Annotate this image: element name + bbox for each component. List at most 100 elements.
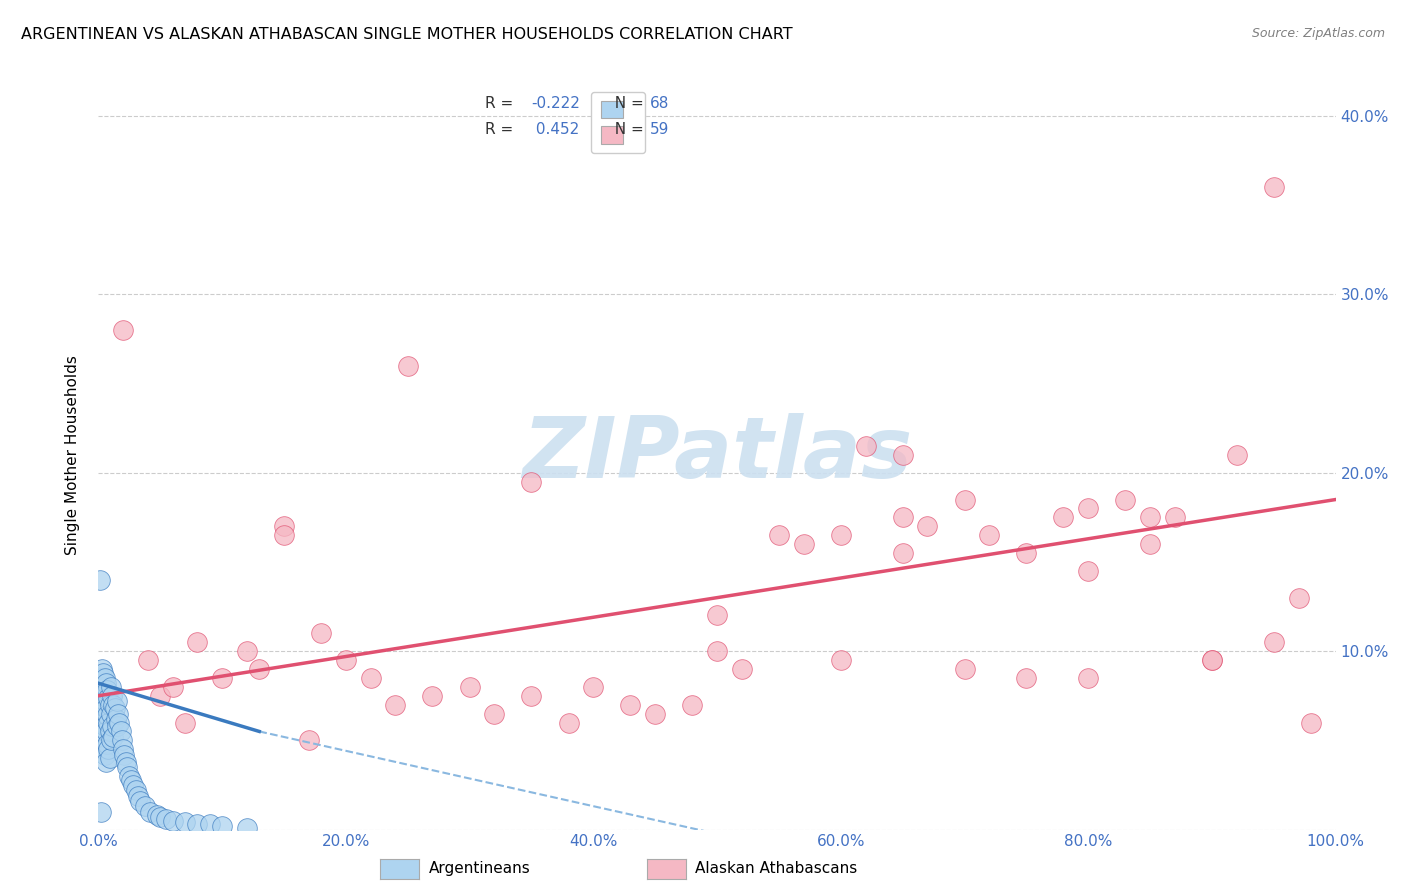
Point bbox=[1139, 537, 1161, 551]
Point bbox=[1299, 715, 1322, 730]
Point bbox=[96, 683, 118, 698]
Point bbox=[115, 760, 138, 774]
Text: R =: R = bbox=[485, 96, 519, 112]
Point bbox=[891, 448, 914, 462]
Point bbox=[114, 755, 136, 769]
Point bbox=[94, 676, 117, 690]
Point bbox=[1263, 180, 1285, 194]
Point bbox=[89, 573, 111, 587]
Text: 59: 59 bbox=[650, 122, 669, 137]
Point bbox=[97, 742, 120, 756]
Point bbox=[1015, 546, 1038, 560]
Point bbox=[174, 815, 197, 830]
Point bbox=[100, 706, 122, 721]
Point bbox=[94, 755, 117, 769]
Point bbox=[93, 671, 115, 685]
Point bbox=[309, 626, 332, 640]
Point bbox=[360, 671, 382, 685]
Legend: , : , bbox=[592, 92, 645, 153]
Point bbox=[211, 671, 233, 685]
Point bbox=[103, 698, 125, 712]
Point bbox=[93, 747, 115, 762]
Point bbox=[953, 662, 976, 676]
Point bbox=[830, 653, 852, 667]
Text: 0.452: 0.452 bbox=[531, 122, 579, 137]
Point bbox=[1077, 671, 1099, 685]
Point bbox=[149, 810, 172, 824]
Point bbox=[1201, 653, 1223, 667]
Point bbox=[93, 742, 115, 756]
Point bbox=[139, 805, 162, 819]
Point bbox=[111, 733, 134, 747]
Point bbox=[1201, 653, 1223, 667]
Point bbox=[162, 814, 184, 828]
Point bbox=[396, 359, 419, 373]
Point bbox=[89, 689, 111, 703]
Text: ARGENTINEAN VS ALASKAN ATHABASCAN SINGLE MOTHER HOUSEHOLDS CORRELATION CHART: ARGENTINEAN VS ALASKAN ATHABASCAN SINGLE… bbox=[21, 27, 793, 42]
Point bbox=[557, 715, 579, 730]
Point bbox=[891, 546, 914, 560]
Point bbox=[1164, 510, 1187, 524]
Point bbox=[145, 808, 167, 822]
Point bbox=[768, 528, 790, 542]
Point bbox=[98, 724, 121, 739]
Text: R =: R = bbox=[485, 122, 519, 137]
Point bbox=[105, 694, 128, 708]
Point bbox=[681, 698, 703, 712]
Point bbox=[112, 742, 135, 756]
Point bbox=[979, 528, 1001, 542]
Point bbox=[211, 819, 233, 833]
Point bbox=[162, 680, 184, 694]
Point bbox=[122, 778, 145, 792]
Point bbox=[124, 783, 146, 797]
Text: Source: ZipAtlas.com: Source: ZipAtlas.com bbox=[1251, 27, 1385, 40]
Point bbox=[174, 715, 197, 730]
Point bbox=[107, 706, 129, 721]
Point bbox=[953, 492, 976, 507]
Point bbox=[731, 662, 754, 676]
Point bbox=[793, 537, 815, 551]
Point bbox=[1263, 635, 1285, 649]
Point bbox=[100, 680, 122, 694]
Text: N =: N = bbox=[605, 96, 648, 112]
Point bbox=[91, 733, 114, 747]
Point bbox=[149, 689, 172, 703]
Point bbox=[97, 715, 120, 730]
Text: Argentineans: Argentineans bbox=[429, 862, 530, 876]
Point bbox=[118, 769, 141, 783]
Point bbox=[91, 680, 114, 694]
Text: 68: 68 bbox=[650, 96, 669, 112]
Point bbox=[198, 817, 221, 831]
Point bbox=[1226, 448, 1249, 462]
Point bbox=[93, 689, 115, 703]
Point bbox=[93, 719, 115, 733]
Point bbox=[91, 706, 114, 721]
Point bbox=[100, 733, 122, 747]
Point bbox=[101, 719, 124, 733]
Point bbox=[110, 724, 132, 739]
Point bbox=[103, 730, 125, 744]
Point bbox=[1077, 501, 1099, 516]
Point bbox=[93, 715, 115, 730]
Point bbox=[98, 698, 121, 712]
Point bbox=[830, 528, 852, 542]
Point bbox=[96, 708, 118, 723]
Point bbox=[90, 805, 112, 819]
Point bbox=[90, 724, 112, 739]
Y-axis label: Single Mother Households: Single Mother Households bbox=[65, 355, 80, 555]
Point bbox=[619, 698, 641, 712]
Point bbox=[520, 475, 543, 489]
Point bbox=[1288, 591, 1310, 605]
Point bbox=[91, 662, 114, 676]
Point bbox=[298, 733, 321, 747]
Point bbox=[129, 794, 152, 808]
Point bbox=[1114, 492, 1136, 507]
Text: -0.222: -0.222 bbox=[531, 96, 581, 112]
Point bbox=[186, 817, 208, 831]
Point bbox=[94, 701, 117, 715]
Point bbox=[458, 680, 481, 694]
Point bbox=[520, 689, 543, 703]
Point bbox=[335, 653, 357, 667]
Point bbox=[127, 789, 149, 803]
Point bbox=[582, 680, 605, 694]
